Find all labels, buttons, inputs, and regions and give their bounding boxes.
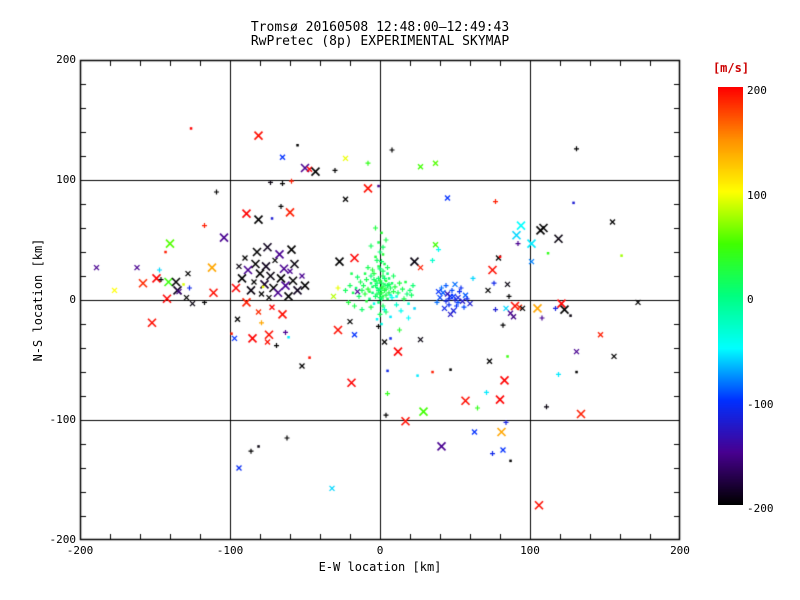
- y-tick-label: -100: [49, 413, 77, 426]
- y-tick-label: 0: [69, 293, 76, 306]
- x-tick-label: -200: [66, 544, 94, 557]
- y-axis-label: N-S location [km]: [31, 238, 45, 362]
- x-axis-label: E-W location [km]: [318, 560, 442, 574]
- x-tick-label: 0: [376, 544, 384, 557]
- colorbar-tick-label: 200: [747, 84, 767, 97]
- y-tick-label: -200: [49, 533, 77, 546]
- y-tick-label: 100: [56, 173, 76, 186]
- colorbar-tick-label: 100: [747, 188, 767, 202]
- x-tick-label: 200: [670, 544, 690, 557]
- colorbar-tick-label: 0: [747, 293, 754, 306]
- colorbar: [718, 87, 743, 505]
- colorbar-tick-label: -100: [747, 397, 774, 411]
- colorbar-tick-label: -200: [747, 502, 774, 515]
- x-tick-label: 100: [520, 544, 540, 557]
- y-tick-label: 200: [56, 53, 76, 66]
- x-tick-label: -100: [216, 544, 244, 557]
- colorbar-unit-label: [m/s]: [712, 61, 750, 75]
